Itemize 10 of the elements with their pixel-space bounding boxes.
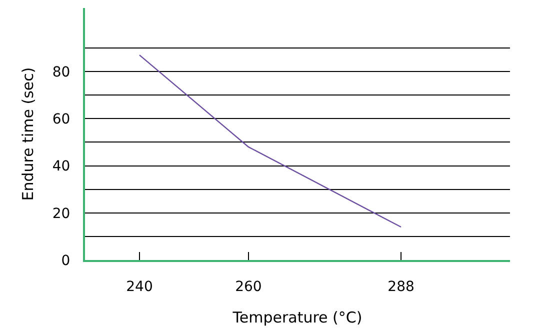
y-tick-label: 80 [52,64,70,80]
x-tick-label: 260 [235,278,262,295]
y-tick-label: 0 [61,252,70,269]
x-tick-label: 240 [126,278,153,295]
y-tick-label: 60 [52,112,70,128]
y-axis-title: Endure time (sec) [19,67,38,201]
y-tick-label: 40 [52,158,70,175]
x-axis-title: Temperature (°C) [232,308,362,326]
x-tick-label: 288 [388,278,414,295]
y-tick-label: 20 [52,206,70,222]
